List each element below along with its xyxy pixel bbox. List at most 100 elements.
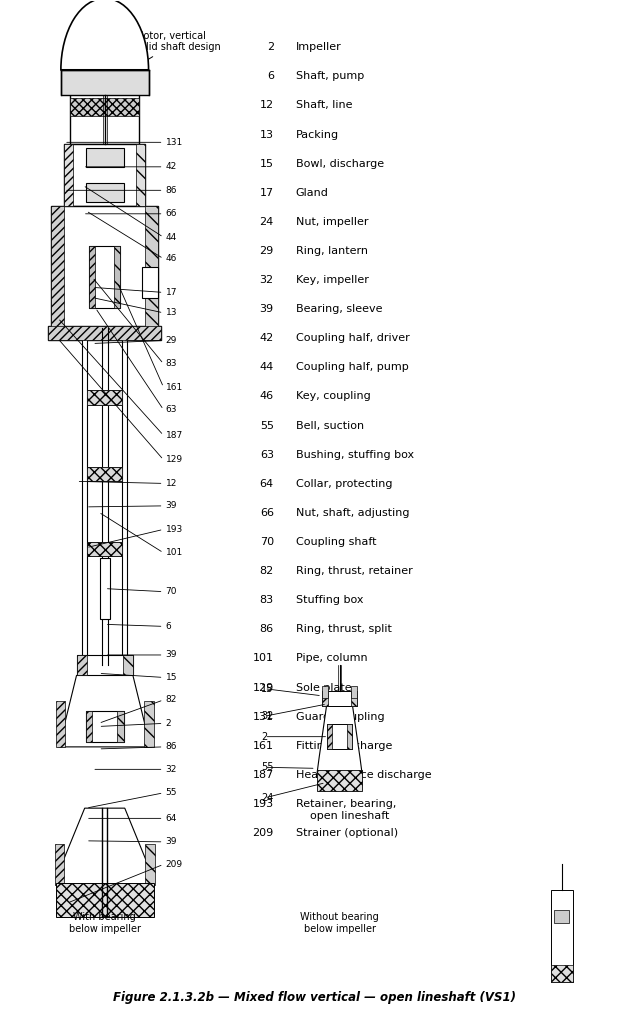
Bar (64, 144, 74, 206)
Bar (86, 183, 123, 202)
Text: 44: 44 (165, 232, 177, 242)
Text: 46: 46 (165, 254, 177, 263)
Bar (322, 691, 357, 706)
Bar (142, 267, 158, 298)
Bar (145, 206, 158, 328)
Text: 24: 24 (260, 217, 274, 227)
Bar (52, 206, 158, 328)
Text: 2: 2 (267, 42, 274, 52)
Text: 55: 55 (260, 421, 274, 431)
Bar (87, 467, 122, 481)
Bar (347, 724, 352, 749)
Text: Pipe, column: Pipe, column (296, 653, 367, 664)
Bar (87, 467, 122, 481)
Text: 32: 32 (261, 712, 274, 721)
Bar (70, 98, 139, 117)
Bar (100, 558, 109, 620)
Bar (55, 844, 64, 885)
Bar (87, 390, 122, 404)
Text: 101: 101 (253, 653, 274, 664)
Text: 6: 6 (165, 622, 171, 631)
Text: 32: 32 (260, 275, 274, 285)
Bar (322, 691, 328, 706)
Text: 187: 187 (253, 770, 274, 780)
Text: Packing: Packing (296, 130, 339, 139)
Text: Gland: Gland (296, 187, 328, 198)
Text: Coupling shaft: Coupling shaft (296, 537, 376, 547)
Bar (87, 542, 122, 556)
Text: 6: 6 (267, 72, 274, 81)
Text: Nut, impeller: Nut, impeller (296, 217, 368, 227)
Text: Bowl, discharge: Bowl, discharge (296, 159, 384, 169)
Text: 129: 129 (253, 683, 274, 692)
Bar (351, 686, 357, 698)
Bar (52, 206, 64, 328)
Text: Sole plate: Sole plate (296, 683, 352, 692)
Text: 39: 39 (165, 650, 177, 659)
Text: 63: 63 (165, 406, 177, 415)
Bar (89, 247, 120, 308)
Bar (317, 770, 362, 791)
Bar (554, 910, 569, 923)
Bar (48, 326, 161, 340)
Bar (82, 328, 87, 666)
Text: 15: 15 (165, 673, 177, 682)
Bar (322, 686, 328, 698)
Text: 82: 82 (260, 566, 274, 577)
Text: 131: 131 (165, 138, 182, 146)
Polygon shape (56, 808, 153, 885)
Text: Bearing, sleeve: Bearing, sleeve (296, 304, 382, 314)
Text: Nut, shaft, adjusting: Nut, shaft, adjusting (296, 508, 409, 518)
Bar (327, 724, 352, 749)
Bar (144, 700, 153, 746)
Wedge shape (61, 0, 148, 70)
Bar (70, 93, 139, 144)
Text: Key, coupling: Key, coupling (296, 391, 370, 401)
Bar (86, 711, 123, 741)
Text: 46: 46 (260, 391, 274, 401)
Text: 15: 15 (261, 684, 274, 693)
Text: 70: 70 (260, 537, 274, 547)
Text: 161: 161 (253, 740, 274, 751)
Text: Fitting, discharge: Fitting, discharge (296, 740, 392, 751)
Bar (77, 655, 133, 676)
Text: 17: 17 (260, 187, 274, 198)
Text: 161: 161 (165, 383, 182, 392)
Text: 63: 63 (260, 450, 274, 460)
Text: 39: 39 (165, 838, 177, 847)
Text: Shaft, line: Shaft, line (296, 100, 352, 111)
Text: 24: 24 (261, 793, 274, 803)
Text: 42: 42 (260, 333, 274, 343)
Text: 12: 12 (260, 100, 274, 111)
Text: Coupling half, pump: Coupling half, pump (296, 362, 408, 373)
Text: 66: 66 (260, 508, 274, 518)
Bar (550, 966, 573, 982)
Text: 44: 44 (260, 362, 274, 373)
Text: Bell, suction: Bell, suction (296, 421, 364, 431)
Text: 29: 29 (165, 336, 177, 345)
Text: 209: 209 (165, 860, 182, 868)
Bar (89, 247, 96, 308)
Text: Head, surface discharge: Head, surface discharge (296, 770, 431, 780)
Text: 42: 42 (165, 163, 177, 171)
Text: 64: 64 (260, 479, 274, 488)
Text: 12: 12 (165, 479, 177, 487)
Text: 82: 82 (165, 695, 177, 705)
Text: 17: 17 (165, 288, 177, 297)
Text: 209: 209 (253, 828, 274, 838)
Text: Ring, lantern: Ring, lantern (296, 246, 368, 256)
Bar (136, 144, 145, 206)
Text: 187: 187 (165, 431, 182, 440)
Text: 32: 32 (165, 765, 177, 774)
Bar (122, 328, 127, 666)
Text: 2: 2 (165, 719, 171, 728)
Text: 83: 83 (260, 595, 274, 605)
Bar (56, 883, 153, 918)
Text: Bushing, stuffing box: Bushing, stuffing box (296, 450, 414, 460)
Text: Stuffing box: Stuffing box (296, 595, 363, 605)
Text: 129: 129 (165, 456, 182, 465)
Text: 39: 39 (165, 502, 177, 510)
Text: 55: 55 (165, 788, 177, 798)
Bar (86, 148, 123, 167)
Text: Impeller: Impeller (296, 42, 342, 52)
